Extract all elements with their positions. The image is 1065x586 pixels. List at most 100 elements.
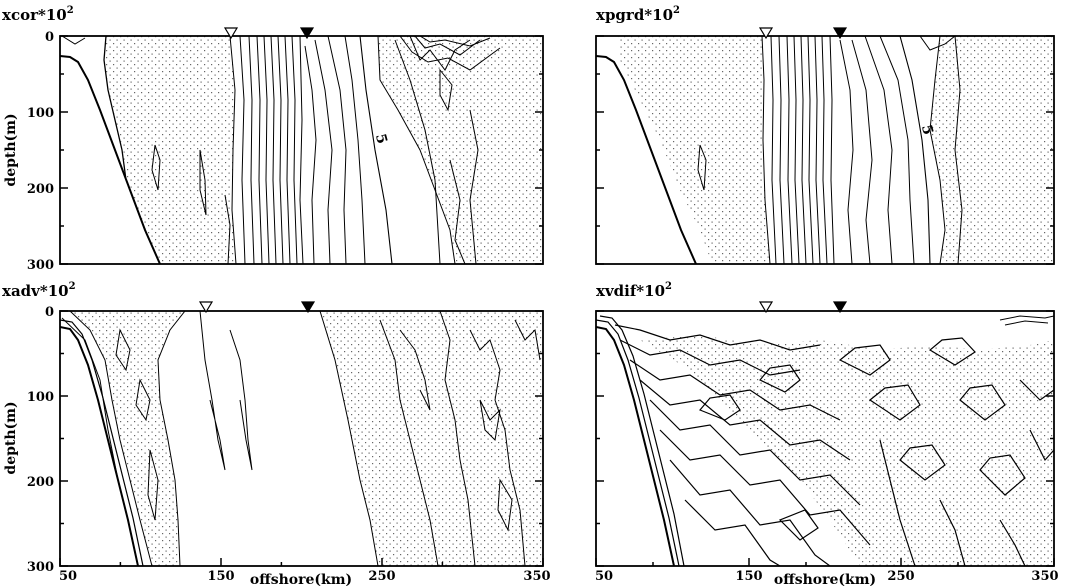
y-tick-label: 300	[27, 258, 54, 273]
ticks	[595, 310, 1055, 567]
contour-line	[344, 36, 366, 264]
panel-xvdif: xvdif*102	[595, 281, 1059, 586]
open-triangle-marker	[758, 301, 774, 314]
contour-line	[821, 36, 828, 264]
y-tick-label: 200	[27, 182, 54, 197]
positive-region	[618, 36, 770, 264]
panel-title: xpgrd*102	[596, 5, 680, 24]
panel-title: xadv*102	[2, 281, 76, 300]
contour-line	[277, 36, 284, 264]
contour-line	[327, 36, 347, 264]
contour-line	[838, 344, 891, 376]
contour-line	[919, 36, 956, 51]
contour-line	[229, 329, 253, 471]
x-tick-label: 350	[1031, 569, 1058, 584]
panel-xpgrd: xpgrd*102	[595, 5, 1055, 265]
contour-line	[304, 45, 317, 264]
contour-line	[814, 36, 821, 264]
contour-line	[761, 36, 771, 264]
ticks	[59, 310, 544, 567]
x-tick-label: 250	[887, 569, 914, 584]
contour-line	[793, 36, 800, 264]
filled-triangle-marker	[832, 27, 848, 40]
contour-line	[199, 149, 207, 216]
contour-line	[939, 499, 966, 566]
positive-region	[930, 36, 1054, 264]
contour-line	[807, 36, 814, 264]
contour-line	[399, 36, 501, 71]
contour-line	[959, 384, 1006, 421]
contour-line	[899, 36, 931, 264]
contour-line	[999, 519, 1026, 566]
contour-line	[786, 36, 793, 264]
contour-line	[224, 194, 231, 264]
y-ticks	[596, 35, 1054, 265]
coast-line	[596, 319, 680, 566]
coast-boundary	[596, 327, 674, 566]
contour-line	[414, 36, 481, 56]
coast-boundary	[60, 327, 138, 566]
contour-line	[514, 319, 541, 361]
y-ticks	[60, 35, 543, 265]
panel-title: xcor*102	[2, 5, 74, 24]
panel-xadv: xadv*102	[2, 281, 551, 586]
contour-line	[377, 36, 456, 264]
contour-line	[157, 311, 186, 566]
y-axis-label: depth(m)	[3, 113, 19, 186]
contour-line	[61, 36, 86, 45]
contour-line	[439, 68, 453, 112]
contour-line	[256, 36, 263, 264]
open-triangle-marker	[198, 301, 214, 314]
contour-line	[439, 311, 476, 566]
contour-line	[469, 109, 479, 264]
contour-line	[649, 399, 861, 506]
contour-line	[479, 399, 501, 442]
contour-line	[699, 394, 741, 421]
contour-line	[147, 449, 159, 521]
y-axis-label: depth(m)	[3, 401, 19, 474]
contour-line	[1019, 379, 1054, 401]
contour-line	[800, 36, 807, 264]
y-tick-label: 300	[27, 560, 54, 575]
contour-line	[229, 36, 237, 264]
contour-line	[999, 315, 1054, 321]
contour-line	[639, 379, 851, 461]
contour-line	[449, 159, 466, 264]
contour-value-label: 5	[918, 123, 936, 137]
contour-line	[684, 499, 781, 566]
contour-line	[839, 39, 854, 264]
open-triangle-marker	[223, 27, 239, 40]
contour-line	[379, 319, 439, 566]
contour-line	[759, 364, 801, 393]
contour-line	[270, 36, 277, 264]
contour-line	[399, 329, 431, 411]
coast-line	[60, 319, 144, 566]
contour-line	[359, 36, 393, 264]
x-tick-label: 50	[59, 569, 77, 584]
open-triangle-marker	[758, 27, 774, 40]
contour-line	[778, 36, 785, 264]
contour-line	[69, 311, 153, 566]
coast-boundary	[596, 56, 696, 264]
contour-line	[314, 39, 333, 264]
contour-line	[879, 439, 916, 566]
contour-line	[291, 36, 298, 264]
contour-field	[60, 311, 543, 566]
contour-line	[199, 311, 226, 471]
coast-line	[596, 55, 697, 264]
y-tick-label: 100	[27, 390, 54, 405]
coast-boundary	[60, 56, 160, 264]
contour-value-label: 5	[372, 132, 390, 146]
coast-line	[596, 326, 675, 566]
contour-line	[879, 36, 915, 264]
contour-line	[319, 311, 379, 566]
contour-field	[596, 36, 1054, 264]
x-tick-label: 150	[735, 569, 762, 584]
positive-region	[378, 36, 543, 264]
contour-line	[1004, 320, 1049, 326]
contour-line	[659, 429, 871, 546]
contour-line	[619, 339, 801, 376]
x-tick-label: 150	[207, 569, 234, 584]
filled-triangle-marker	[832, 301, 848, 314]
